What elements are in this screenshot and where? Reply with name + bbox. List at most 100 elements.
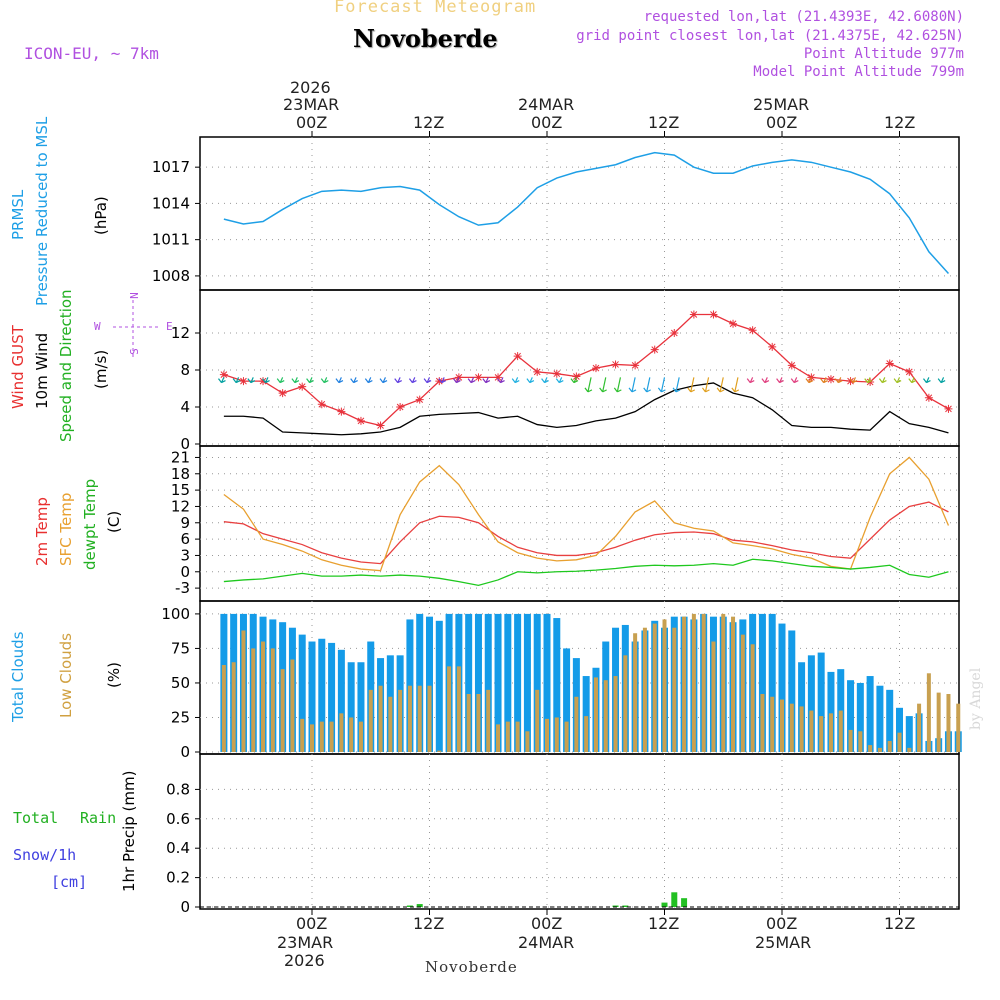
total-cloud-bar <box>788 630 796 752</box>
low-cloud-bar <box>633 633 638 752</box>
wind-arrow <box>379 377 388 384</box>
gust-marker <box>729 319 738 328</box>
wind-arrow <box>555 377 564 384</box>
low-cloud-bar <box>593 677 598 752</box>
y-tick-label: 0 <box>180 743 190 761</box>
panel-frame-1 <box>199 289 960 447</box>
y-tick-label: 0 <box>180 898 190 916</box>
total-cloud-bar <box>514 613 522 752</box>
low-cloud-bar <box>535 689 540 752</box>
compass-cross <box>113 300 158 358</box>
top-tick-label-4: 12Z <box>648 113 680 132</box>
low-cloud-bar <box>770 696 775 752</box>
wind-arrow <box>834 377 843 384</box>
low-cloud-bar <box>721 613 726 752</box>
top-date-3: 25MAR <box>753 95 810 114</box>
total-cloud-bar <box>563 648 571 752</box>
total-cloud-bar <box>543 613 551 752</box>
gust-marker <box>944 404 953 413</box>
total-cloud-bar <box>856 682 864 752</box>
top-tick-label-3: 00Z <box>531 113 563 132</box>
wind-arrow <box>291 377 300 384</box>
low-cloud-bar <box>701 613 706 752</box>
low-cloud-bar <box>809 710 814 752</box>
wind-arrow <box>570 377 579 384</box>
wind-arrow <box>761 377 770 384</box>
low-cloud-bar <box>652 623 657 752</box>
wind-arrow <box>628 377 637 393</box>
y-tick-label: 0 <box>180 563 190 581</box>
gust-marker <box>748 326 757 335</box>
total-cloud-bar <box>474 613 482 752</box>
wind-arrow <box>364 377 373 384</box>
wind-arrow <box>541 377 549 384</box>
total-cloud-bar <box>426 616 433 752</box>
footer-location: Novoberde <box>425 958 518 976</box>
top-date-1: 23MAR <box>283 95 340 114</box>
low-cloud-bar <box>496 724 501 752</box>
wind-arrow <box>584 377 593 393</box>
y-tick-label: 12 <box>171 497 190 515</box>
bottom-tick-label-5: 00Z <box>766 914 798 933</box>
wind-arrow <box>731 377 740 393</box>
bottom-date-2: 24MAR <box>518 933 575 952</box>
gust-marker <box>591 364 600 373</box>
low-cloud-bar <box>437 750 442 752</box>
low-cloud-bar <box>300 718 305 752</box>
total-cloud-bar <box>435 620 443 752</box>
gust-marker <box>631 361 640 370</box>
wind-arrow <box>247 377 256 384</box>
gust-marker <box>572 372 581 381</box>
gust-marker <box>905 367 914 376</box>
y-tick-label: 9 <box>180 514 190 532</box>
low-cloud-bar <box>270 648 275 752</box>
panel-frame-0 <box>199 136 960 291</box>
low-cloud-bar <box>319 721 324 752</box>
low-cloud-bar <box>711 641 716 752</box>
low-cloud-bar <box>740 634 745 752</box>
gust-marker <box>415 395 424 404</box>
bottom-tick-label-6: 12Z <box>884 914 916 933</box>
wind-arrow <box>232 377 241 384</box>
low-cloud-bar <box>819 716 824 752</box>
total-cloud-bar <box>817 652 825 752</box>
low-cloud-bar <box>662 619 667 752</box>
wind-arrow <box>423 377 432 384</box>
y-tick-label: 1011 <box>152 231 190 249</box>
total-cloud-bar <box>533 613 541 752</box>
wind-arrow <box>893 377 902 384</box>
low-cloud-bar <box>682 616 687 752</box>
dewpt-line <box>223 558 949 587</box>
wind-arrow <box>467 377 476 384</box>
wind-arrow <box>805 377 814 384</box>
precip-rain-label: Rain <box>80 809 117 827</box>
total-cloud-bar <box>847 680 855 752</box>
total-cloud-bar <box>582 676 590 752</box>
gust-marker <box>768 342 777 351</box>
total-cloud-bar <box>494 613 502 752</box>
low-cloud-bar <box>339 713 344 752</box>
low-cloud-bar <box>691 613 696 752</box>
low-cloud-bar <box>417 685 422 752</box>
wind-arrow <box>320 377 329 384</box>
low-cloud-bar <box>897 732 902 752</box>
wind-arrow <box>335 377 344 384</box>
rain-bar <box>671 892 678 907</box>
low-cloud-bar <box>780 699 784 752</box>
total-cloud-bar <box>778 623 786 752</box>
low-cloud-bar <box>848 729 853 752</box>
gust-marker <box>396 403 405 411</box>
low-cloud-bar <box>407 685 412 752</box>
low-cloud-bar <box>358 721 363 752</box>
bottom-tick-label-4: 12Z <box>648 914 680 933</box>
wind-arrow <box>599 377 607 393</box>
low-cloud-bar <box>877 747 882 752</box>
chart-title: Forecast Meteogram <box>334 0 537 17</box>
bottom-tick-label-3: 00Z <box>531 914 563 933</box>
y-tick-label: 6 <box>180 530 190 548</box>
bottom-year: 2026 <box>284 951 325 970</box>
total-cloud-bar <box>318 638 326 752</box>
low-cloud-bar <box>564 721 569 752</box>
total-cloud-bar <box>298 634 306 752</box>
y-tick-label: 25 <box>171 708 190 726</box>
